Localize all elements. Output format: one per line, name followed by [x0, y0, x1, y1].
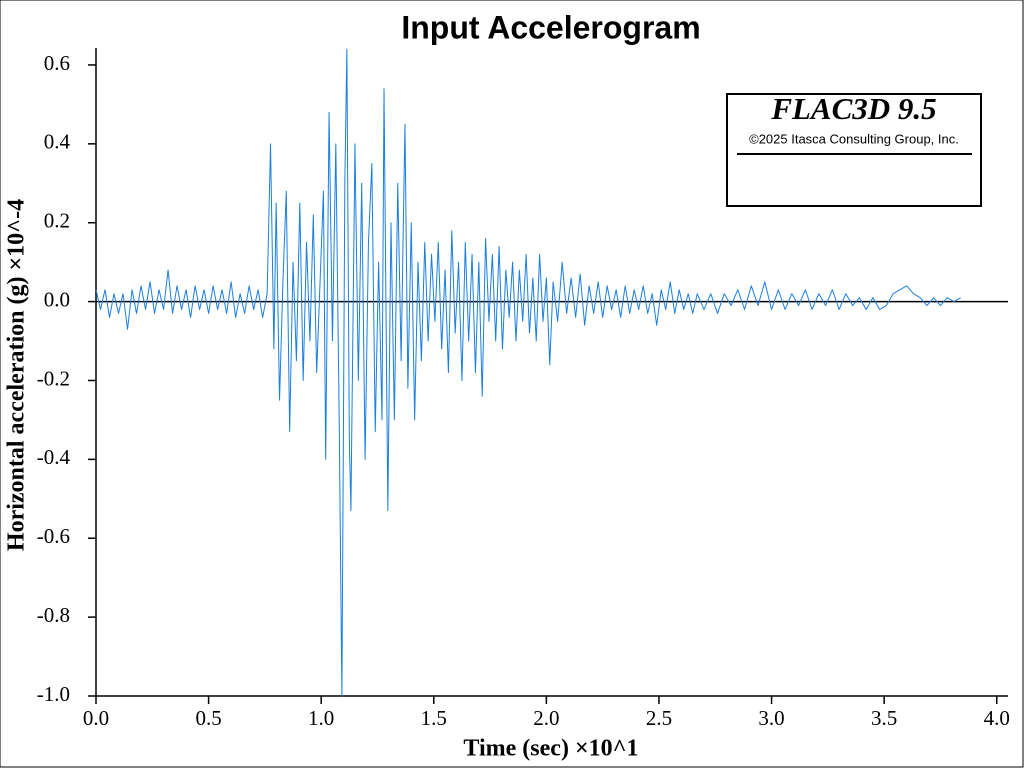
- chart-title: Input Accelerogram: [401, 9, 700, 45]
- x-tick-label: 3.0: [758, 706, 784, 730]
- y-tick-label: 0.6: [44, 51, 70, 75]
- x-tick-label: 1.0: [308, 706, 334, 730]
- x-tick-label: 0.0: [83, 706, 109, 730]
- y-tick-label: -0.8: [37, 603, 70, 627]
- y-tick-label: 0.4: [44, 130, 71, 154]
- x-axis-label: Time (sec) ×10^1: [463, 736, 638, 762]
- x-tick-label: 0.5: [195, 706, 221, 730]
- x-tick-label: 3.5: [871, 706, 897, 730]
- y-tick-label: 0.2: [44, 209, 70, 233]
- y-tick-label: 0.0: [44, 287, 70, 311]
- y-tick-label: -0.4: [37, 445, 71, 469]
- x-tick-label: 2.5: [646, 706, 672, 730]
- copyright: ©2025 Itasca Consulting Group, Inc.: [749, 131, 959, 146]
- y-tick-label: -0.6: [37, 524, 70, 548]
- y-tick-label: -1.0: [37, 682, 70, 706]
- y-tick-label: -0.2: [37, 366, 70, 390]
- logo-title: FLAC3D 9.5: [770, 91, 936, 126]
- data-line: [95, 48, 961, 697]
- x-tick-label: 4.0: [984, 706, 1010, 730]
- x-tick-label: 2.0: [533, 706, 559, 730]
- x-tick-label: 1.5: [421, 706, 447, 730]
- logo-box: [726, 93, 982, 207]
- y-axis-label: Horizontal acceleration (g) ×10^-4: [4, 199, 30, 551]
